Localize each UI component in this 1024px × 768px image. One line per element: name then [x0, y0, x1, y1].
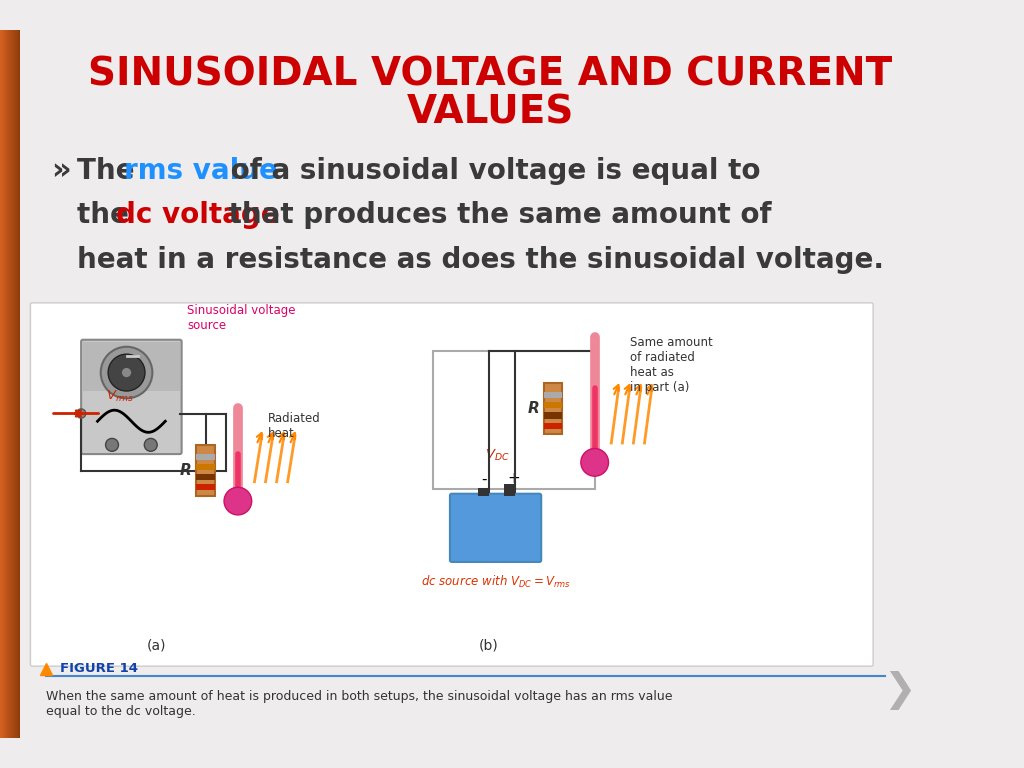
- Text: ❯: ❯: [883, 670, 915, 710]
- Circle shape: [581, 449, 608, 476]
- Text: VALUES: VALUES: [407, 94, 574, 132]
- Bar: [197, 475, 215, 480]
- Bar: [197, 485, 215, 491]
- Text: that produces the same amount of: that produces the same amount of: [219, 201, 772, 230]
- Text: heat in a resistance as does the sinusoidal voltage.: heat in a resistance as does the sinusoi…: [77, 246, 884, 273]
- Circle shape: [100, 346, 153, 399]
- Bar: [544, 383, 562, 434]
- Text: FIGURE 14: FIGURE 14: [60, 662, 138, 675]
- Bar: [544, 422, 562, 429]
- Text: Same amount
of radiated
heat as
in part (a): Same amount of radiated heat as in part …: [630, 336, 713, 394]
- Text: -: -: [481, 472, 486, 486]
- Text: When the same amount of heat is produced in both setups, the sinusoidal voltage : When the same amount of heat is produced…: [46, 690, 673, 718]
- Bar: [197, 454, 215, 460]
- FancyBboxPatch shape: [81, 339, 181, 454]
- Circle shape: [105, 439, 119, 452]
- Text: R: R: [527, 401, 540, 416]
- Text: $V_{rms}$: $V_{rms}$: [106, 389, 134, 404]
- Bar: [544, 412, 562, 419]
- Bar: [505, 485, 515, 495]
- Text: Radiated
heat: Radiated heat: [267, 412, 321, 440]
- Bar: [197, 445, 215, 495]
- Text: The: The: [77, 157, 143, 185]
- Text: R: R: [180, 462, 191, 478]
- Circle shape: [77, 409, 86, 418]
- Circle shape: [224, 487, 252, 515]
- Bar: [433, 351, 595, 489]
- Text: Sinusoidal voltage
source: Sinusoidal voltage source: [187, 304, 296, 333]
- Text: (b): (b): [479, 639, 499, 653]
- Circle shape: [109, 354, 145, 391]
- Bar: [83, 342, 180, 392]
- Text: +: +: [508, 472, 520, 486]
- Text: dc source with $V_{DC} = V_{rms}$: dc source with $V_{DC} = V_{rms}$: [421, 574, 570, 590]
- Circle shape: [122, 368, 131, 377]
- FancyBboxPatch shape: [31, 303, 873, 666]
- Text: the: the: [77, 201, 138, 230]
- Bar: [544, 402, 562, 409]
- Circle shape: [144, 439, 158, 452]
- Text: $V_{DC}$: $V_{DC}$: [485, 449, 510, 463]
- Text: (a): (a): [147, 639, 167, 653]
- Bar: [197, 464, 215, 470]
- Text: dc voltage: dc voltage: [116, 201, 280, 230]
- FancyBboxPatch shape: [450, 494, 542, 562]
- Text: rms value: rms value: [125, 157, 279, 185]
- Bar: [544, 392, 562, 399]
- Text: of a sinusoidal voltage is equal to: of a sinusoidal voltage is equal to: [221, 157, 761, 185]
- Text: »: »: [51, 157, 71, 186]
- Bar: [478, 488, 489, 495]
- Text: SINUSOIDAL VOLTAGE AND CURRENT: SINUSOIDAL VOLTAGE AND CURRENT: [88, 55, 893, 93]
